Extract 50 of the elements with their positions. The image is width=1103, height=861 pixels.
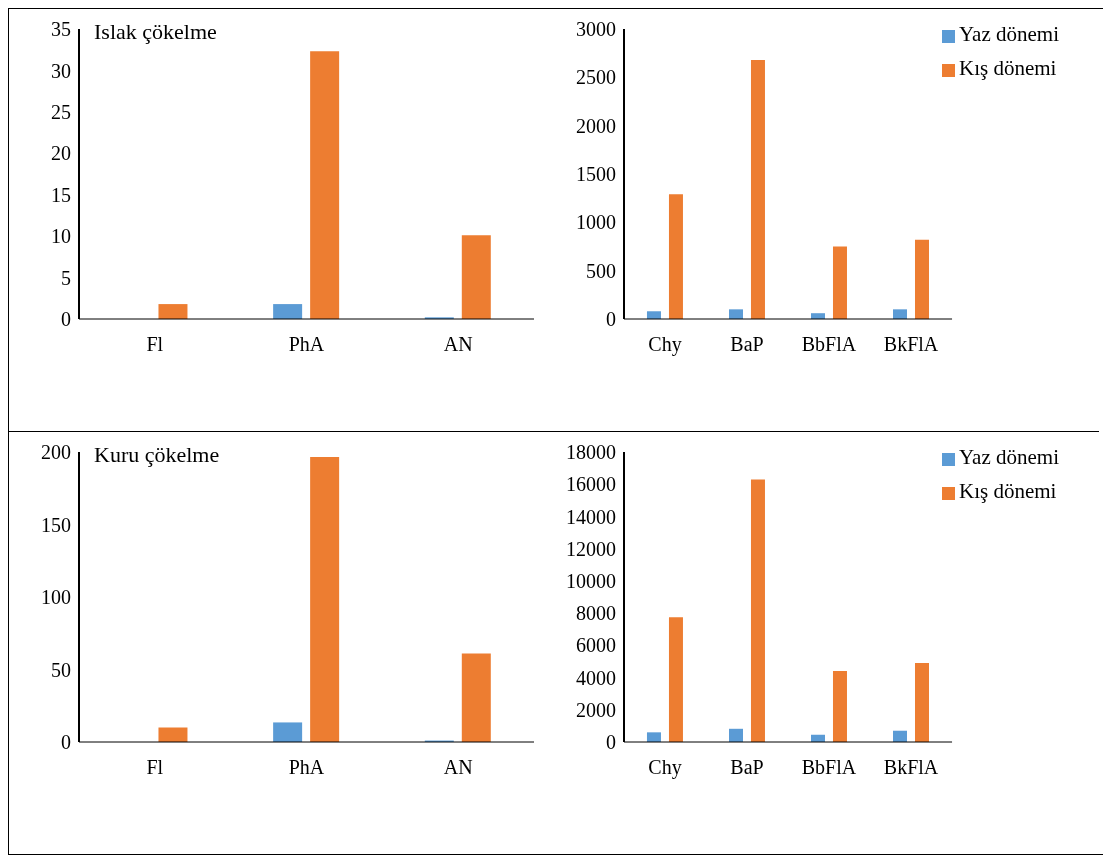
- y-tick-label: 20: [51, 142, 71, 165]
- y-tick-label: 3000: [576, 18, 616, 41]
- y-tick-label: 6000: [576, 634, 616, 657]
- legend-label: Kış dönemi: [959, 479, 1057, 503]
- x-tick-label: BaP: [730, 333, 764, 356]
- x-tick-label: BbFlA: [801, 756, 857, 779]
- x-tick-label: PhA: [288, 333, 325, 356]
- y-tick-label: 2000: [576, 698, 616, 721]
- y-tick-label: 0: [606, 731, 616, 754]
- y-tick-label: 500: [586, 259, 616, 282]
- y-tick-label: 10000: [566, 569, 616, 592]
- x-tick-label: BkFlA: [883, 333, 939, 356]
- x-tick-label: Fl: [146, 756, 164, 779]
- x-tick-label: BkFlA: [883, 756, 939, 779]
- x-tick-label: Fl: [146, 333, 164, 356]
- y-tick-label: 4000: [576, 666, 616, 689]
- y-tick-label: 10: [51, 225, 71, 248]
- legend-label: Kış dönemi: [959, 56, 1057, 80]
- y-tick-label: 35: [51, 18, 71, 41]
- y-tick-label: 8000: [576, 602, 616, 625]
- y-tick-label: 30: [51, 59, 71, 82]
- y-tick-label: 18000: [566, 441, 616, 464]
- y-tick-label: 2000: [576, 114, 616, 137]
- y-tick-label: 150: [41, 513, 71, 536]
- y-tick-label: 5: [61, 266, 71, 289]
- y-tick-label: 15: [51, 183, 71, 206]
- legend-label: Yaz dönemi: [959, 445, 1059, 469]
- x-tick-label: AN: [443, 333, 473, 356]
- x-tick-label: BaP: [730, 756, 764, 779]
- legend-label: Yaz dönemi: [959, 22, 1059, 46]
- y-tick-label: 50: [51, 658, 71, 681]
- x-tick-label: PhA: [288, 756, 325, 779]
- y-tick-label: 0: [61, 308, 71, 331]
- y-tick-label: 0: [606, 308, 616, 331]
- chart-title: Islak çökelme: [94, 19, 217, 45]
- y-tick-label: 12000: [566, 537, 616, 560]
- y-tick-label: 100: [41, 586, 71, 609]
- x-tick-label: AN: [443, 756, 473, 779]
- x-tick-label: BbFlA: [801, 333, 857, 356]
- y-tick-label: 1500: [576, 163, 616, 186]
- x-tick-label: Chy: [648, 756, 682, 780]
- y-tick-label: 2500: [576, 66, 616, 89]
- y-tick-label: 200: [41, 441, 71, 464]
- y-tick-label: 0: [61, 731, 71, 754]
- y-tick-label: 1000: [576, 211, 616, 234]
- y-tick-label: 25: [51, 100, 71, 123]
- chart-title: Kuru çökelme: [94, 442, 220, 468]
- y-tick-label: 16000: [566, 473, 616, 496]
- x-tick-label: Chy: [648, 333, 682, 357]
- y-tick-label: 14000: [566, 505, 616, 528]
